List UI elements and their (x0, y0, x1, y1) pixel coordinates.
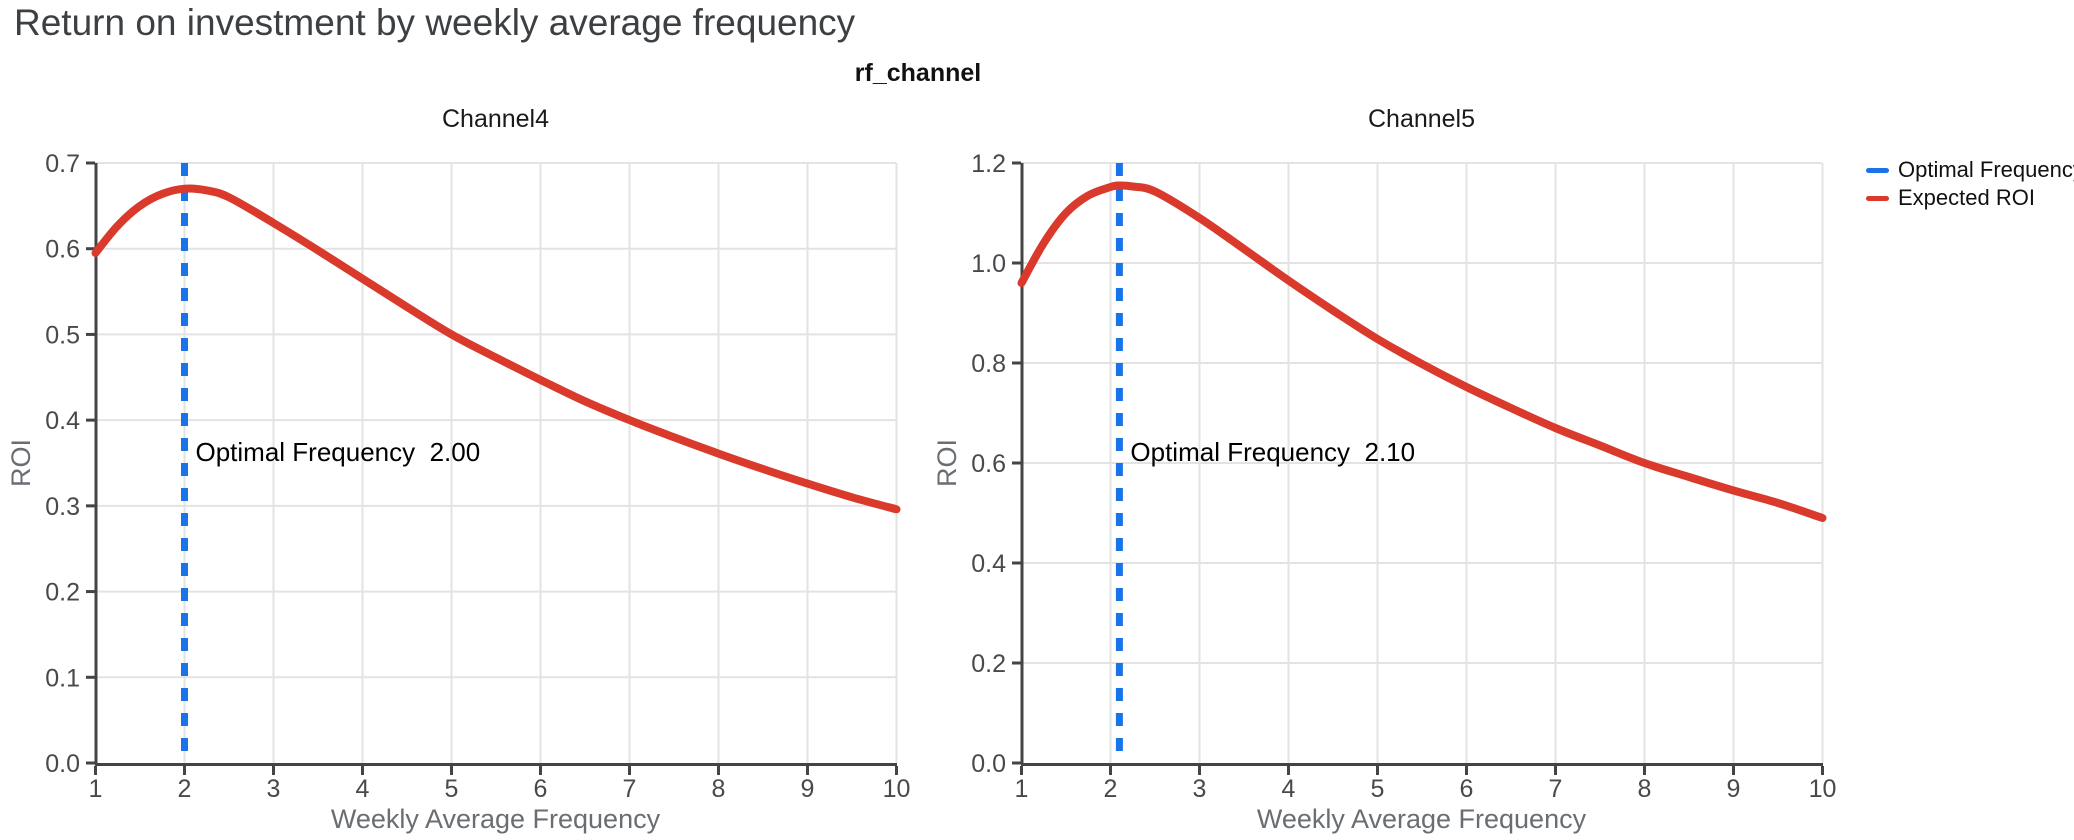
y-tick-label: 0.5 (45, 321, 80, 349)
y-tick-label: 0.4 (971, 550, 1006, 578)
y-axis-title: ROI (6, 439, 36, 487)
x-tick-label: 6 (1460, 775, 1474, 803)
x-tick-label: 9 (1727, 775, 1741, 803)
chart-legend: Optimal Frequency Expected ROI (1866, 157, 2074, 210)
legend-label: Expected ROI (1898, 185, 2035, 210)
x-tick-label: 1 (89, 775, 103, 803)
x-tick-label: 3 (1193, 775, 1207, 803)
x-tick-label: 10 (1809, 775, 1837, 803)
x-tick-label: 4 (356, 775, 370, 803)
x-axis-title: Weekly Average Frequency (1257, 804, 1587, 834)
y-tick-label: 0.2 (971, 650, 1006, 678)
y-tick-label: 0.1 (45, 664, 80, 692)
y-tick-label: 0.6 (971, 450, 1006, 478)
legend-item-optimal-frequency: Optimal Frequency (1866, 157, 2074, 182)
expected-roi-curve (91, 184, 901, 514)
page-title: Return on investment by weekly average f… (14, 2, 856, 43)
x-tick-label: 7 (1549, 775, 1563, 803)
y-tick-label: 1.0 (971, 250, 1006, 278)
x-tick-label: 8 (712, 775, 726, 803)
y-tick-label: 0.4 (45, 407, 80, 435)
y-axis-title: ROI (932, 439, 962, 487)
facet-title-channel5: Channel5 (1368, 105, 1475, 133)
y-tick-label: 1.2 (971, 150, 1006, 178)
x-tick-label: 9 (801, 775, 815, 803)
y-tick-label: 0.6 (45, 236, 80, 264)
x-tick-label: 5 (445, 775, 459, 803)
legend-item-expected-roi: Expected ROI (1866, 185, 2074, 210)
x-tick-label: 1 (1015, 775, 1029, 803)
x-tick-label: 8 (1638, 775, 1652, 803)
x-tick-label: 2 (1104, 775, 1118, 803)
x-tick-label: 7 (623, 775, 637, 803)
y-tick-label: 0.3 (45, 493, 80, 521)
y-tick-label: 0.8 (971, 350, 1006, 378)
expected-roi-curve (1017, 181, 1827, 522)
facet-header-rf-channel: rf_channel (854, 59, 982, 87)
y-tick-label: 0.2 (45, 579, 80, 607)
expected-roi-swatch-icon (1866, 195, 1889, 201)
x-tick-label: 3 (267, 775, 281, 803)
x-tick-label: 4 (1282, 775, 1296, 803)
optimal-frequency-swatch-icon (1866, 167, 1889, 173)
x-tick-label: 2 (178, 775, 192, 803)
x-tick-label: 5 (1371, 775, 1385, 803)
legend-label: Optimal Frequency (1898, 157, 2074, 182)
y-tick-label: 0.0 (45, 750, 80, 778)
x-axis-title: Weekly Average Frequency (331, 804, 661, 834)
x-tick-label: 6 (534, 775, 548, 803)
y-tick-label: 0.0 (971, 750, 1006, 778)
y-tick-label: 0.7 (45, 150, 80, 178)
optimal-frequency-annotation: Optimal Frequency 2.10 (1130, 437, 1415, 467)
optimal-frequency-annotation: Optimal Frequency 2.00 (196, 437, 481, 467)
x-tick-label: 10 (883, 775, 911, 803)
facet-title-channel4: Channel4 (442, 105, 549, 133)
